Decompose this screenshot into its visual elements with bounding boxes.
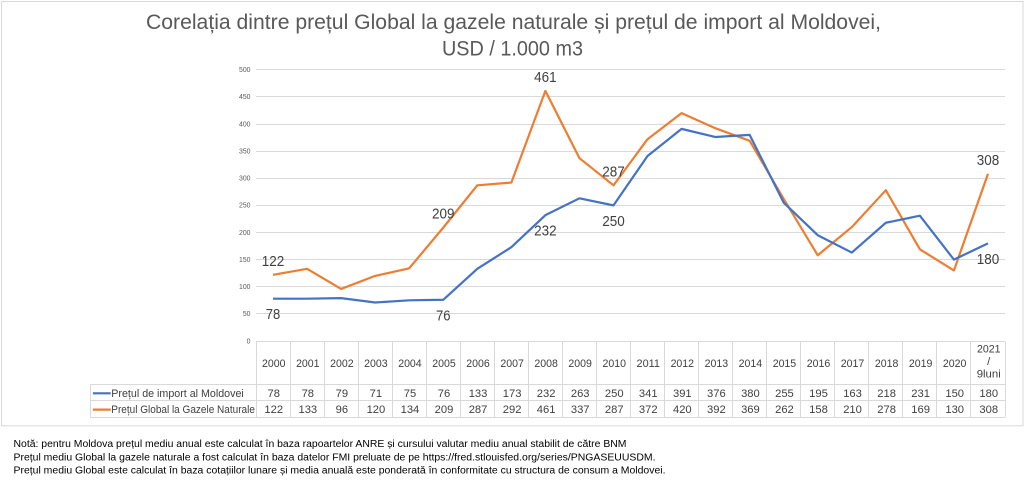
svg-text:2001: 2001 <box>296 358 320 370</box>
svg-text:2015: 2015 <box>773 358 797 370</box>
svg-text:169: 169 <box>911 404 930 416</box>
svg-text:292: 292 <box>503 404 522 416</box>
svg-text:500: 500 <box>239 65 250 74</box>
svg-text:133: 133 <box>469 388 488 400</box>
svg-text:250: 250 <box>605 388 624 400</box>
svg-text:USD / 1.000 m3: USD / 1.000 m3 <box>442 37 583 60</box>
svg-text:350: 350 <box>239 146 250 155</box>
svg-text:71: 71 <box>370 388 382 400</box>
svg-text:163: 163 <box>843 388 862 400</box>
svg-text:134: 134 <box>401 404 420 416</box>
svg-text:0: 0 <box>247 336 251 345</box>
svg-text:218: 218 <box>877 388 896 400</box>
svg-text:78: 78 <box>302 388 314 400</box>
svg-text:461: 461 <box>534 70 557 86</box>
svg-text:300: 300 <box>239 174 250 183</box>
svg-text:2008: 2008 <box>534 358 558 370</box>
svg-text:263: 263 <box>571 388 590 400</box>
svg-text:158: 158 <box>809 404 828 416</box>
svg-text:450: 450 <box>239 92 250 101</box>
svg-text:130: 130 <box>945 404 964 416</box>
svg-text:200: 200 <box>239 228 250 237</box>
svg-text:2018: 2018 <box>875 358 899 370</box>
svg-text:209: 209 <box>435 404 454 416</box>
svg-text:2006: 2006 <box>466 358 490 370</box>
svg-text:2005: 2005 <box>432 358 456 370</box>
svg-text:122: 122 <box>262 254 285 270</box>
svg-text:79: 79 <box>336 388 348 400</box>
svg-text:Notă: pentru Moldova prețul me: Notă: pentru Moldova prețul mediu anual … <box>14 439 627 450</box>
svg-text:372: 372 <box>639 404 658 416</box>
svg-text:287: 287 <box>605 404 624 416</box>
svg-text:231: 231 <box>911 388 930 400</box>
svg-text:2011: 2011 <box>637 358 661 370</box>
svg-text:195: 195 <box>809 388 828 400</box>
svg-text:391: 391 <box>673 388 692 400</box>
svg-text:173: 173 <box>503 388 522 400</box>
svg-text:122: 122 <box>264 404 283 416</box>
svg-text:420: 420 <box>673 404 692 416</box>
svg-text:Prețul de import al Moldovei: Prețul de import al Moldovei <box>111 388 244 400</box>
svg-text:376: 376 <box>707 388 726 400</box>
svg-text:Prețul Global la Gazele Natura: Prețul Global la Gazele Naturale <box>111 404 255 416</box>
svg-text:2017: 2017 <box>841 358 865 370</box>
svg-text:287: 287 <box>602 164 625 180</box>
svg-text:341: 341 <box>639 388 658 400</box>
svg-text:2002: 2002 <box>330 358 354 370</box>
svg-text:209: 209 <box>432 207 455 223</box>
svg-text:278: 278 <box>877 404 896 416</box>
svg-text:2013: 2013 <box>705 358 729 370</box>
svg-text:308: 308 <box>979 404 998 416</box>
svg-text:2000: 2000 <box>262 358 286 370</box>
svg-text:2016: 2016 <box>807 358 831 370</box>
svg-text:232: 232 <box>534 224 557 240</box>
svg-text:2019: 2019 <box>909 358 933 370</box>
svg-text:Prețul mediu Global este calcu: Prețul mediu Global este calculat în baz… <box>14 466 666 477</box>
svg-text:2014: 2014 <box>739 358 763 370</box>
svg-text:78: 78 <box>266 307 281 323</box>
svg-text:100: 100 <box>239 282 250 291</box>
svg-text:2010: 2010 <box>602 358 626 370</box>
svg-text:Corelația dintre prețul Global: Corelația dintre prețul Global la gazele… <box>146 11 881 34</box>
svg-text:308: 308 <box>977 153 1000 169</box>
svg-text:76: 76 <box>436 308 451 324</box>
svg-text:78: 78 <box>268 388 280 400</box>
svg-text:96: 96 <box>336 404 348 416</box>
svg-text:Prețul mediu Global la gazele: Prețul mediu Global la gazele naturale a… <box>14 452 656 463</box>
svg-text:/: / <box>987 356 991 368</box>
svg-text:2004: 2004 <box>398 358 422 370</box>
svg-text:2009: 2009 <box>568 358 592 370</box>
svg-text:150: 150 <box>945 388 964 400</box>
svg-text:2007: 2007 <box>500 358 524 370</box>
svg-text:2012: 2012 <box>671 358 695 370</box>
svg-text:255: 255 <box>775 388 794 400</box>
svg-text:9luni: 9luni <box>977 369 1001 381</box>
svg-text:232: 232 <box>537 388 556 400</box>
svg-text:2020: 2020 <box>943 358 967 370</box>
svg-text:180: 180 <box>977 252 1000 268</box>
svg-text:392: 392 <box>707 404 726 416</box>
svg-text:75: 75 <box>404 388 416 400</box>
svg-text:50: 50 <box>243 309 251 318</box>
svg-text:180: 180 <box>979 388 998 400</box>
svg-text:2003: 2003 <box>364 358 388 370</box>
svg-text:210: 210 <box>843 404 862 416</box>
svg-text:250: 250 <box>602 214 625 230</box>
svg-text:287: 287 <box>469 404 488 416</box>
svg-text:120: 120 <box>367 404 386 416</box>
svg-text:2021: 2021 <box>977 344 1001 356</box>
svg-text:76: 76 <box>438 388 450 400</box>
svg-text:380: 380 <box>741 388 760 400</box>
svg-text:400: 400 <box>239 119 250 128</box>
svg-text:150: 150 <box>239 255 250 264</box>
svg-text:369: 369 <box>741 404 760 416</box>
svg-text:262: 262 <box>775 404 794 416</box>
svg-text:337: 337 <box>571 404 590 416</box>
svg-text:133: 133 <box>298 404 317 416</box>
svg-text:461: 461 <box>537 404 556 416</box>
svg-text:250: 250 <box>239 201 250 210</box>
